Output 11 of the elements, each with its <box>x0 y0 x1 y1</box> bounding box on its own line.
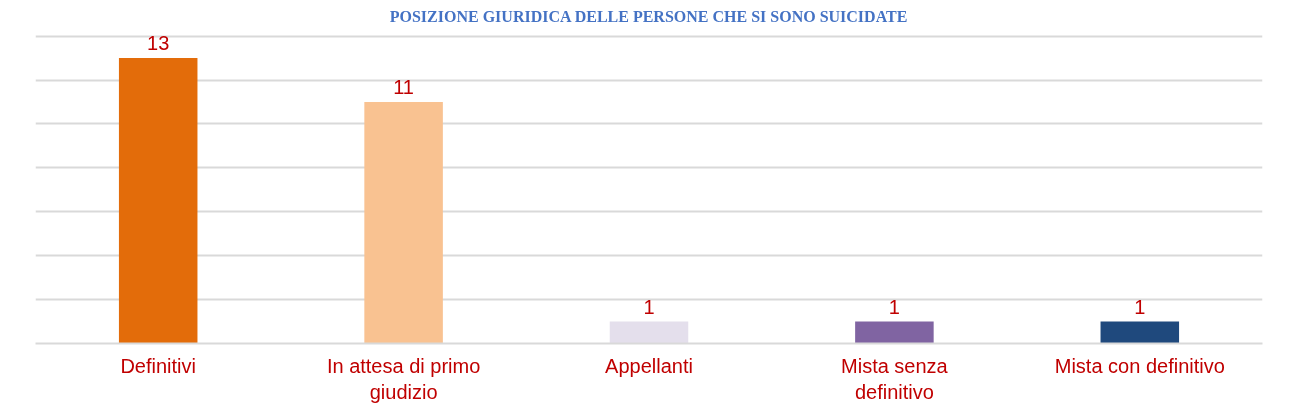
data-label: 1 <box>1134 295 1146 318</box>
x-tick-label: Appellanti <box>605 354 693 377</box>
data-label: 11 <box>393 75 414 98</box>
x-tick-label: In attesa di primo giudizio <box>326 354 481 403</box>
x-tick-label: Definitivi <box>120 354 196 377</box>
chart-title: POSIZIONE GIURIDICA DELLE PERSONE CHE SI SONO SUICIDATE <box>389 7 908 25</box>
x-tick-label: Mista senza definitivo <box>841 354 949 403</box>
data-label: 13 <box>147 32 170 55</box>
x-tick-label: Mista con definitivo <box>1054 354 1225 377</box>
data-label: 1 <box>888 295 900 318</box>
data-label: 1 <box>643 295 655 318</box>
